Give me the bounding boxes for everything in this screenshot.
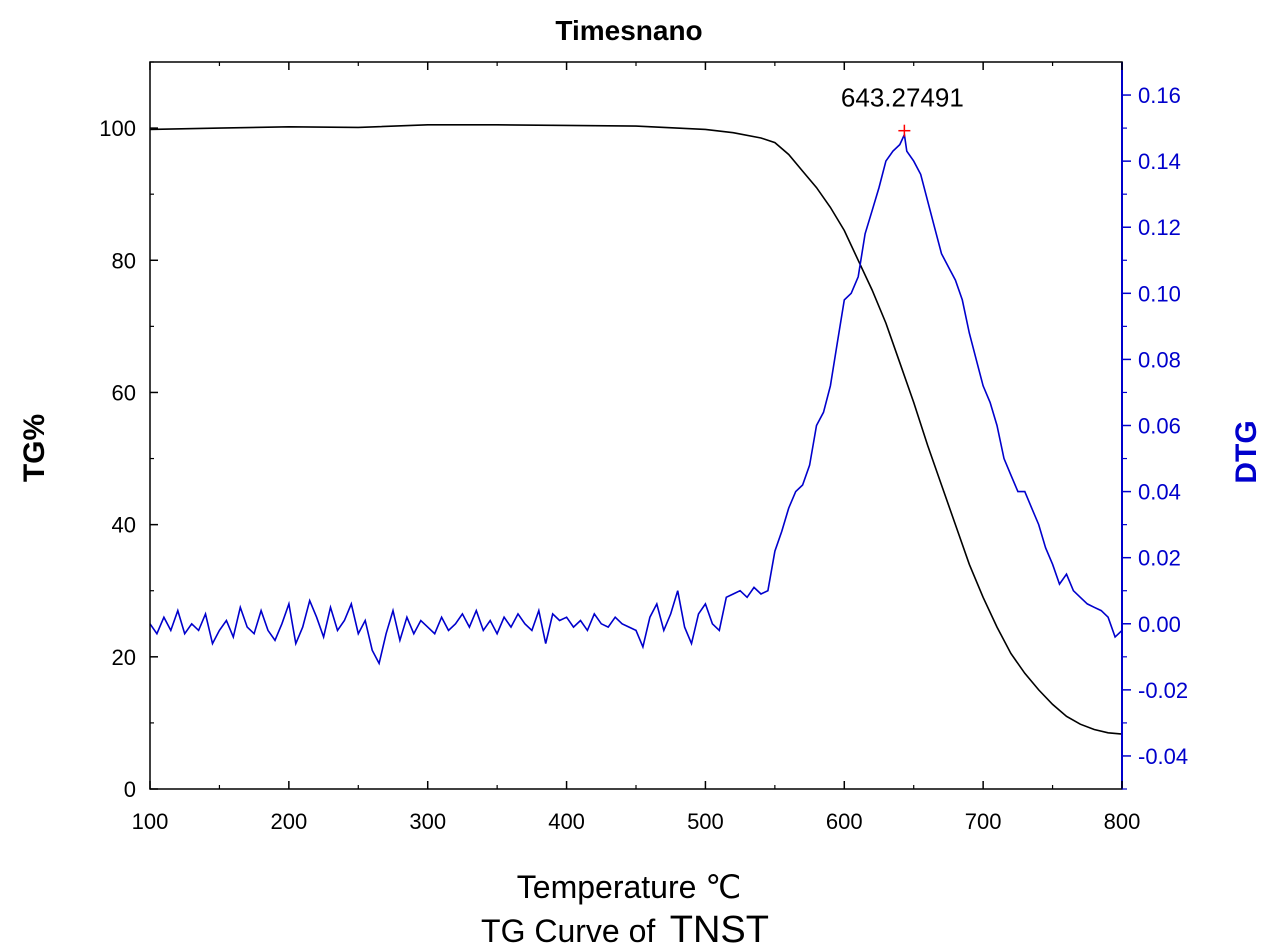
- y-right-tick-label: 0.06: [1138, 414, 1181, 439]
- y-left-axis-title: TG%: [18, 414, 51, 482]
- x-tick-label: 100: [132, 809, 169, 834]
- y-right-tick-label: 0.14: [1138, 149, 1181, 174]
- y-right-tick-label: 0.04: [1138, 480, 1181, 505]
- chart-title: Timesnano: [555, 15, 702, 46]
- y-right-tick-label: -0.04: [1138, 744, 1188, 769]
- y-right-tick-label: 0.16: [1138, 83, 1181, 108]
- dtg-series-line: [149, 131, 1123, 666]
- y-right-tick-label: 0.10: [1138, 281, 1181, 306]
- y-left-tick-label: 80: [112, 248, 136, 273]
- x-tick-label: 200: [270, 809, 307, 834]
- x-tick-label: 700: [965, 809, 1002, 834]
- y-right-tick-label: 0.12: [1138, 215, 1181, 240]
- y-right-axis-title: DTG: [1230, 420, 1262, 483]
- y-left-tick-label: 60: [112, 380, 136, 405]
- x-tick-label: 800: [1104, 809, 1141, 834]
- y-left-axis: 0 20 40 60 80 100: [99, 61, 158, 802]
- plot-frame: [149, 61, 1123, 790]
- x-tick-label: 500: [687, 809, 724, 834]
- plot-area: 643.27491: [149, 83, 1123, 735]
- y-right-axis: -0.04 -0.02 0.00 0.02 0.04 0.06 0.08 0.10 0.12 0.…: [1122, 83, 1188, 790]
- x-tick-label: 600: [826, 809, 863, 834]
- y-left-tick-label: 40: [112, 513, 136, 538]
- x-tick-label: 300: [409, 809, 446, 834]
- y-right-tick-label: -0.02: [1138, 678, 1188, 703]
- caption-emphasis: TNST: [670, 909, 769, 950]
- y-left-tick-label: 20: [112, 645, 136, 670]
- y-left-tick-label: 0: [124, 777, 136, 802]
- y-right-tick-label: 0.08: [1138, 347, 1181, 372]
- tg-series-line: [149, 124, 1123, 735]
- y-left-tick-label: 100: [99, 116, 136, 141]
- y-right-tick-label: 0.02: [1138, 546, 1181, 571]
- caption-text: TG Curve of: [481, 913, 655, 949]
- peak-marker: [898, 124, 911, 137]
- x-tick-label: 400: [548, 809, 585, 834]
- peak-annotation: 643.27491: [841, 83, 964, 113]
- y-right-tick-label: 0.00: [1138, 612, 1181, 637]
- x-axis-title: Temperature ℃: [517, 869, 741, 905]
- chart-caption: TG Curve of TNST: [481, 909, 769, 950]
- x-axis: 100 200 300 400 500 600 700 800: [132, 62, 1141, 834]
